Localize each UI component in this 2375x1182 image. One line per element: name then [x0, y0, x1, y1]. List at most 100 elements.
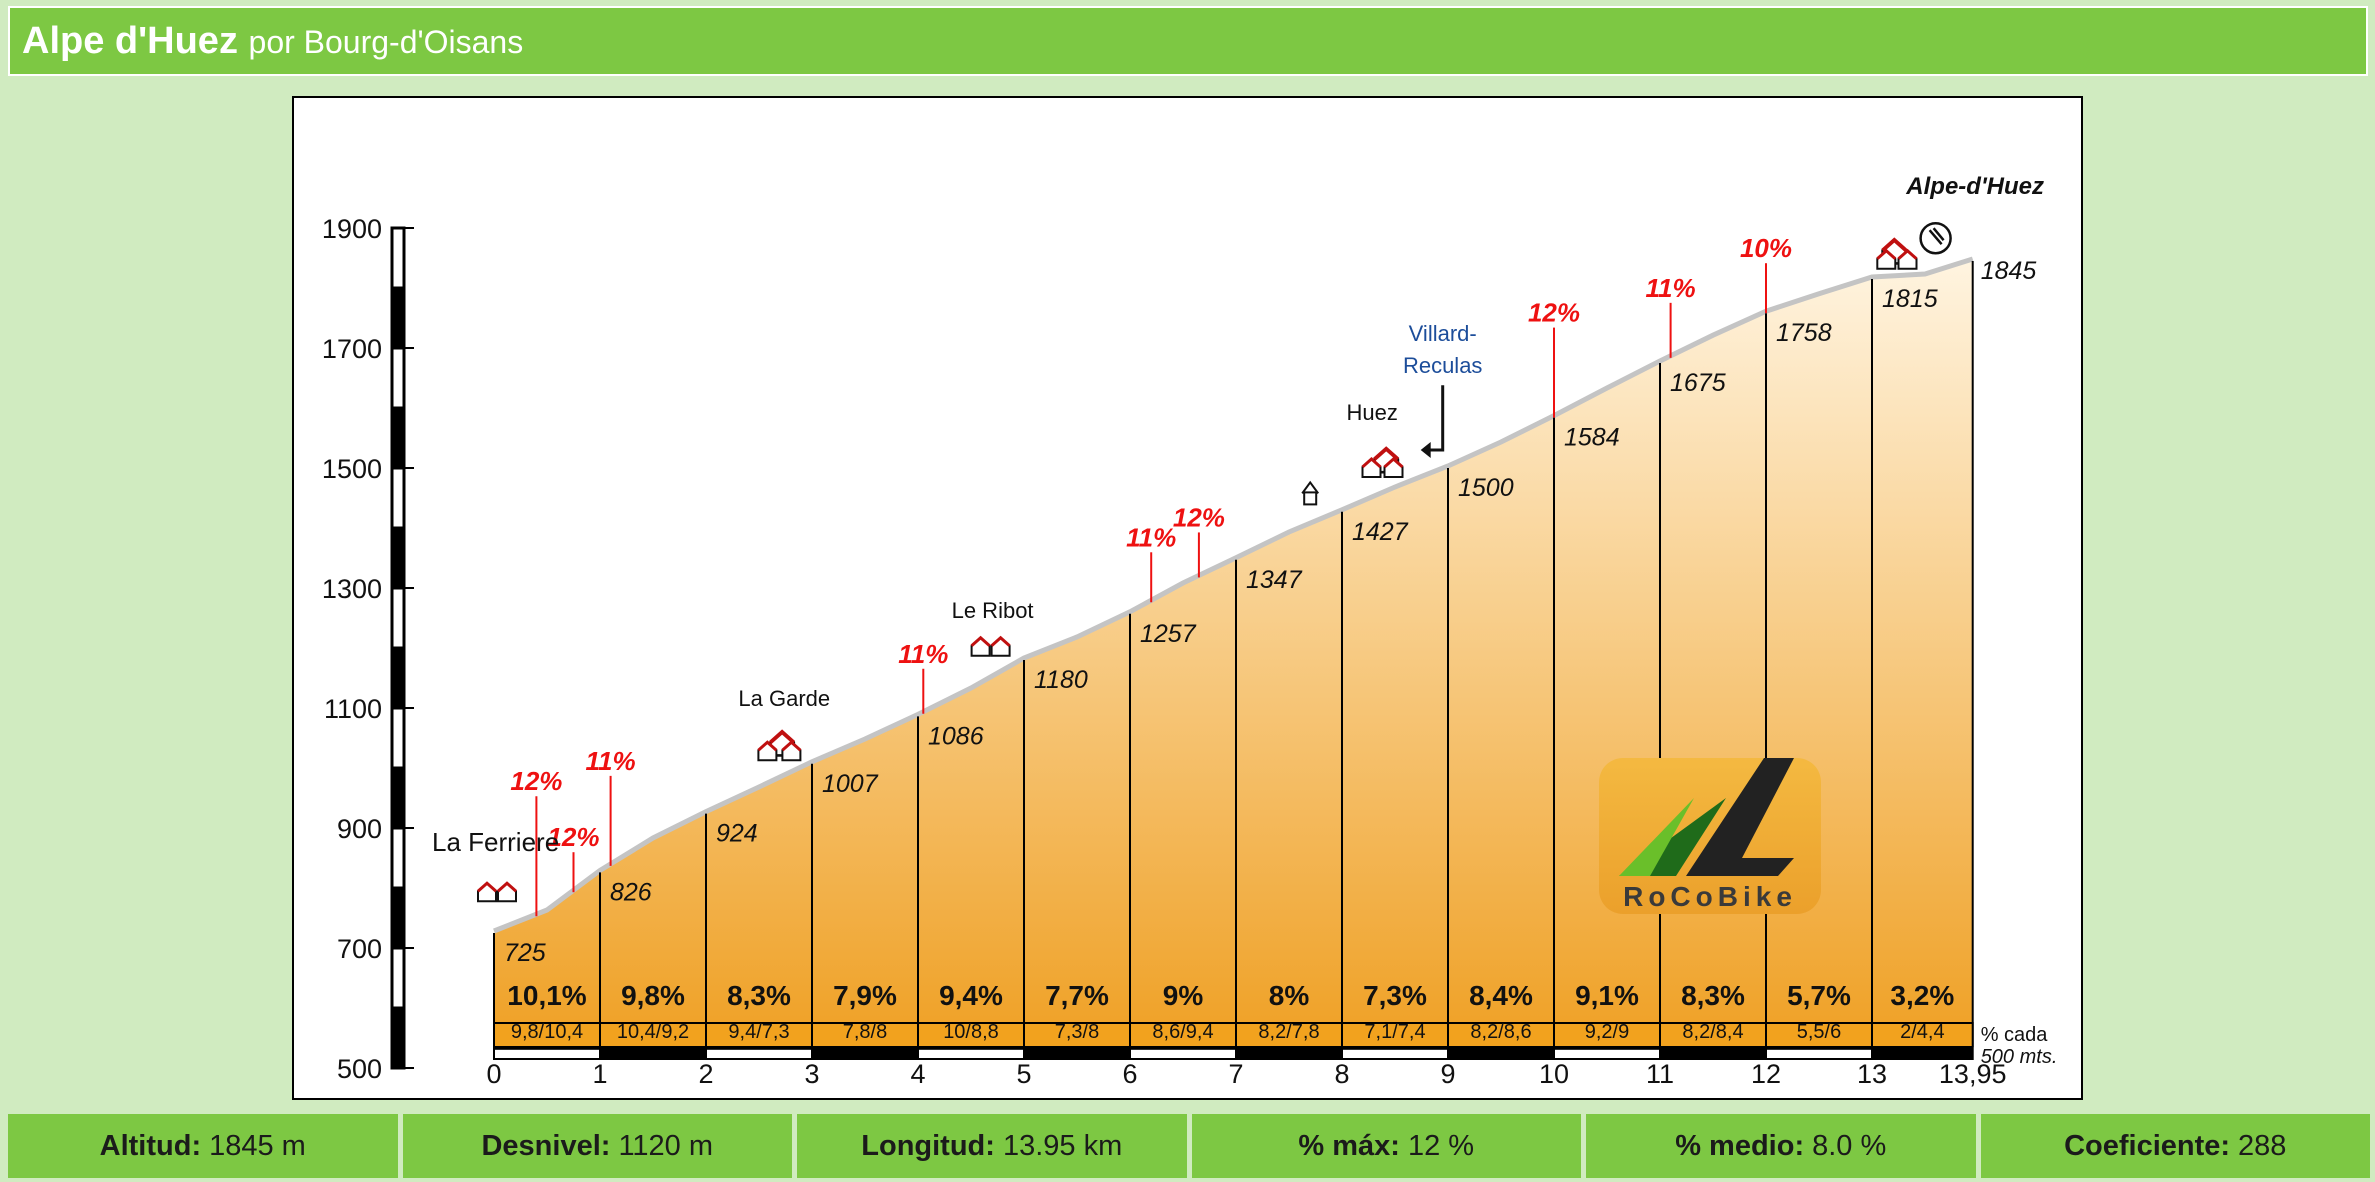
elevation-label: 1086 [928, 722, 984, 750]
stat-label: Longitud: [861, 1129, 995, 1162]
place-label-la-garde: La Garde [738, 686, 830, 711]
y-tick-label: 500 [337, 1054, 382, 1084]
halfkm-gradient-label: 8,2/8,4 [1682, 1021, 1743, 1043]
x-tick-label: 0 [486, 1059, 501, 1089]
house-roof [1897, 248, 1918, 260]
max-gradient-label: 11% [1126, 522, 1176, 552]
km-scale-segment [705, 1047, 813, 1060]
y-scale-segment [390, 886, 406, 950]
elevation-label: 1815 [1882, 285, 1938, 313]
stat-value: 1845 m [209, 1129, 306, 1162]
km-scale-segment [1129, 1047, 1237, 1060]
stat-length: Longitud: 13.95 km [797, 1114, 1187, 1178]
y-scale-segment [390, 466, 406, 530]
elevation-profile-panel: 9,8/10,4 10,4/9,2 9,4/7,3 7,8/8 10/8,8 7,3/8 8… [292, 96, 2083, 1100]
house-roof [781, 740, 802, 752]
halfkm-gradient-label: 10,4/9,2 [617, 1021, 689, 1043]
finish-icon [1919, 221, 1952, 255]
house-icon [990, 635, 1011, 657]
house-icon [1876, 248, 1897, 270]
km-scale-segment [1659, 1047, 1767, 1060]
house-roof [477, 881, 497, 893]
y-scale-segment [390, 1006, 406, 1070]
y-tick-label: 900 [337, 814, 382, 844]
climb-title: Alpe d'Huez por Bourg-d'Oisans [22, 20, 523, 63]
house-roof [1876, 248, 1897, 260]
km-gradient-label: 8,3% [727, 980, 791, 1011]
km-gradient-label: 9% [1163, 980, 1204, 1011]
km-scale-segment [1871, 1047, 1974, 1060]
page-header: Alpe d'Huez por Bourg-d'Oisans [8, 6, 2368, 76]
km-scale-segment [599, 1047, 707, 1060]
elevation-label: 1257 [1140, 620, 1197, 648]
km-scale-segment [1553, 1047, 1661, 1060]
max-gradient-label: 11% [898, 639, 948, 669]
y-scale-segment [390, 526, 406, 590]
x-tick-label: 13 [1857, 1059, 1887, 1089]
halfkm-gradient-label: 8,2/7,8 [1258, 1021, 1319, 1043]
house-icon [1897, 248, 1918, 270]
halfkm-gradient-label: 8,6/9,4 [1152, 1021, 1213, 1043]
y-scale-segment [390, 826, 406, 890]
halfkm-legend-line1: % cada [1981, 1024, 2049, 1046]
house-roof [1361, 456, 1382, 469]
max-gradient-label: 11% [586, 746, 636, 776]
chapel-body [1303, 491, 1318, 506]
stat-altitude: Altitud: 1845 m [8, 1114, 398, 1178]
y-tick-label: 1500 [322, 454, 382, 484]
halfkm-gradient-label: 7,3/8 [1055, 1021, 1099, 1043]
house-icon [1361, 456, 1382, 478]
house-icon [781, 740, 802, 762]
place-label-le-ribot: Le Ribot [952, 598, 1034, 623]
y-tick-label: 700 [337, 934, 382, 964]
elevation-label: 1347 [1246, 566, 1303, 594]
km-gradient-label: 7,3% [1363, 980, 1427, 1011]
elevation-label: 1007 [822, 770, 879, 798]
halfkm-gradient-label: 10/8,8 [943, 1021, 999, 1043]
house-shape [970, 636, 991, 657]
house-icon [497, 881, 517, 903]
elevation-label: 1427 [1352, 518, 1409, 546]
stat-elevation-gain: Desnivel: 1120 m [402, 1114, 792, 1178]
km-gradient-label: 8,4% [1469, 980, 1533, 1011]
stat-value: 13.95 km [1002, 1129, 1123, 1162]
elevation-label: 1180 [1034, 666, 1088, 694]
house-roof [1881, 237, 1908, 252]
km-gradient-label: 7,7% [1045, 980, 1109, 1011]
climb-stats-bar: Altitud: 1845 m Desnivel: 1120 m Longitud:… [8, 1114, 2370, 1178]
house-shape [477, 881, 497, 903]
halfkm-gradient-label: 7,8/8 [843, 1021, 887, 1043]
watermark-text: RoCoBike [1623, 881, 1797, 912]
x-tick-label: 1 [592, 1059, 607, 1089]
max-gradient-label: 12% [1173, 502, 1225, 532]
logo-shape-light [1619, 798, 1694, 876]
stat-label: Coeficiente: [2064, 1129, 2231, 1162]
km-gradient-label: 8% [1269, 980, 1310, 1011]
house-icon [477, 881, 497, 903]
halfkm-gradient-label: 2/4,4 [1900, 1021, 1944, 1043]
house-roof [757, 740, 778, 752]
max-gradient-label: 12% [1528, 298, 1580, 328]
chapel-roof [1301, 480, 1320, 494]
elevation-label: 1675 [1670, 369, 1726, 397]
halfkm-gradient-label: 8,2/8,6 [1470, 1021, 1531, 1043]
stat-value: 288 [2238, 1129, 2287, 1162]
km-scale-segment [811, 1047, 919, 1060]
x-tick-label: 11 [1646, 1059, 1674, 1089]
elevation-label: 826 [610, 878, 652, 906]
y-tick-label: 1300 [322, 574, 382, 604]
logo-shape-dark [1686, 758, 1794, 876]
villard-arrowhead [1420, 442, 1431, 458]
km-scale-segment [1023, 1047, 1131, 1060]
max-gradient-label: 11% [1646, 273, 1696, 303]
x-tick-label: 9 [1440, 1059, 1455, 1089]
km-scale-segment [493, 1047, 601, 1060]
halfkm-gradient-label: 9,2/9 [1585, 1021, 1629, 1043]
halfkm-gradient-label: 9,4/7,3 [728, 1021, 789, 1043]
km-gradient-label: 9,4% [939, 980, 1003, 1011]
house-roof [497, 881, 517, 893]
max-gradient-label: 12% [510, 766, 562, 796]
km-scale-segment [1765, 1047, 1873, 1060]
x-tick-label: 8 [1334, 1059, 1349, 1089]
stat-coefficient: Coeficiente: 288 [1980, 1114, 2370, 1178]
